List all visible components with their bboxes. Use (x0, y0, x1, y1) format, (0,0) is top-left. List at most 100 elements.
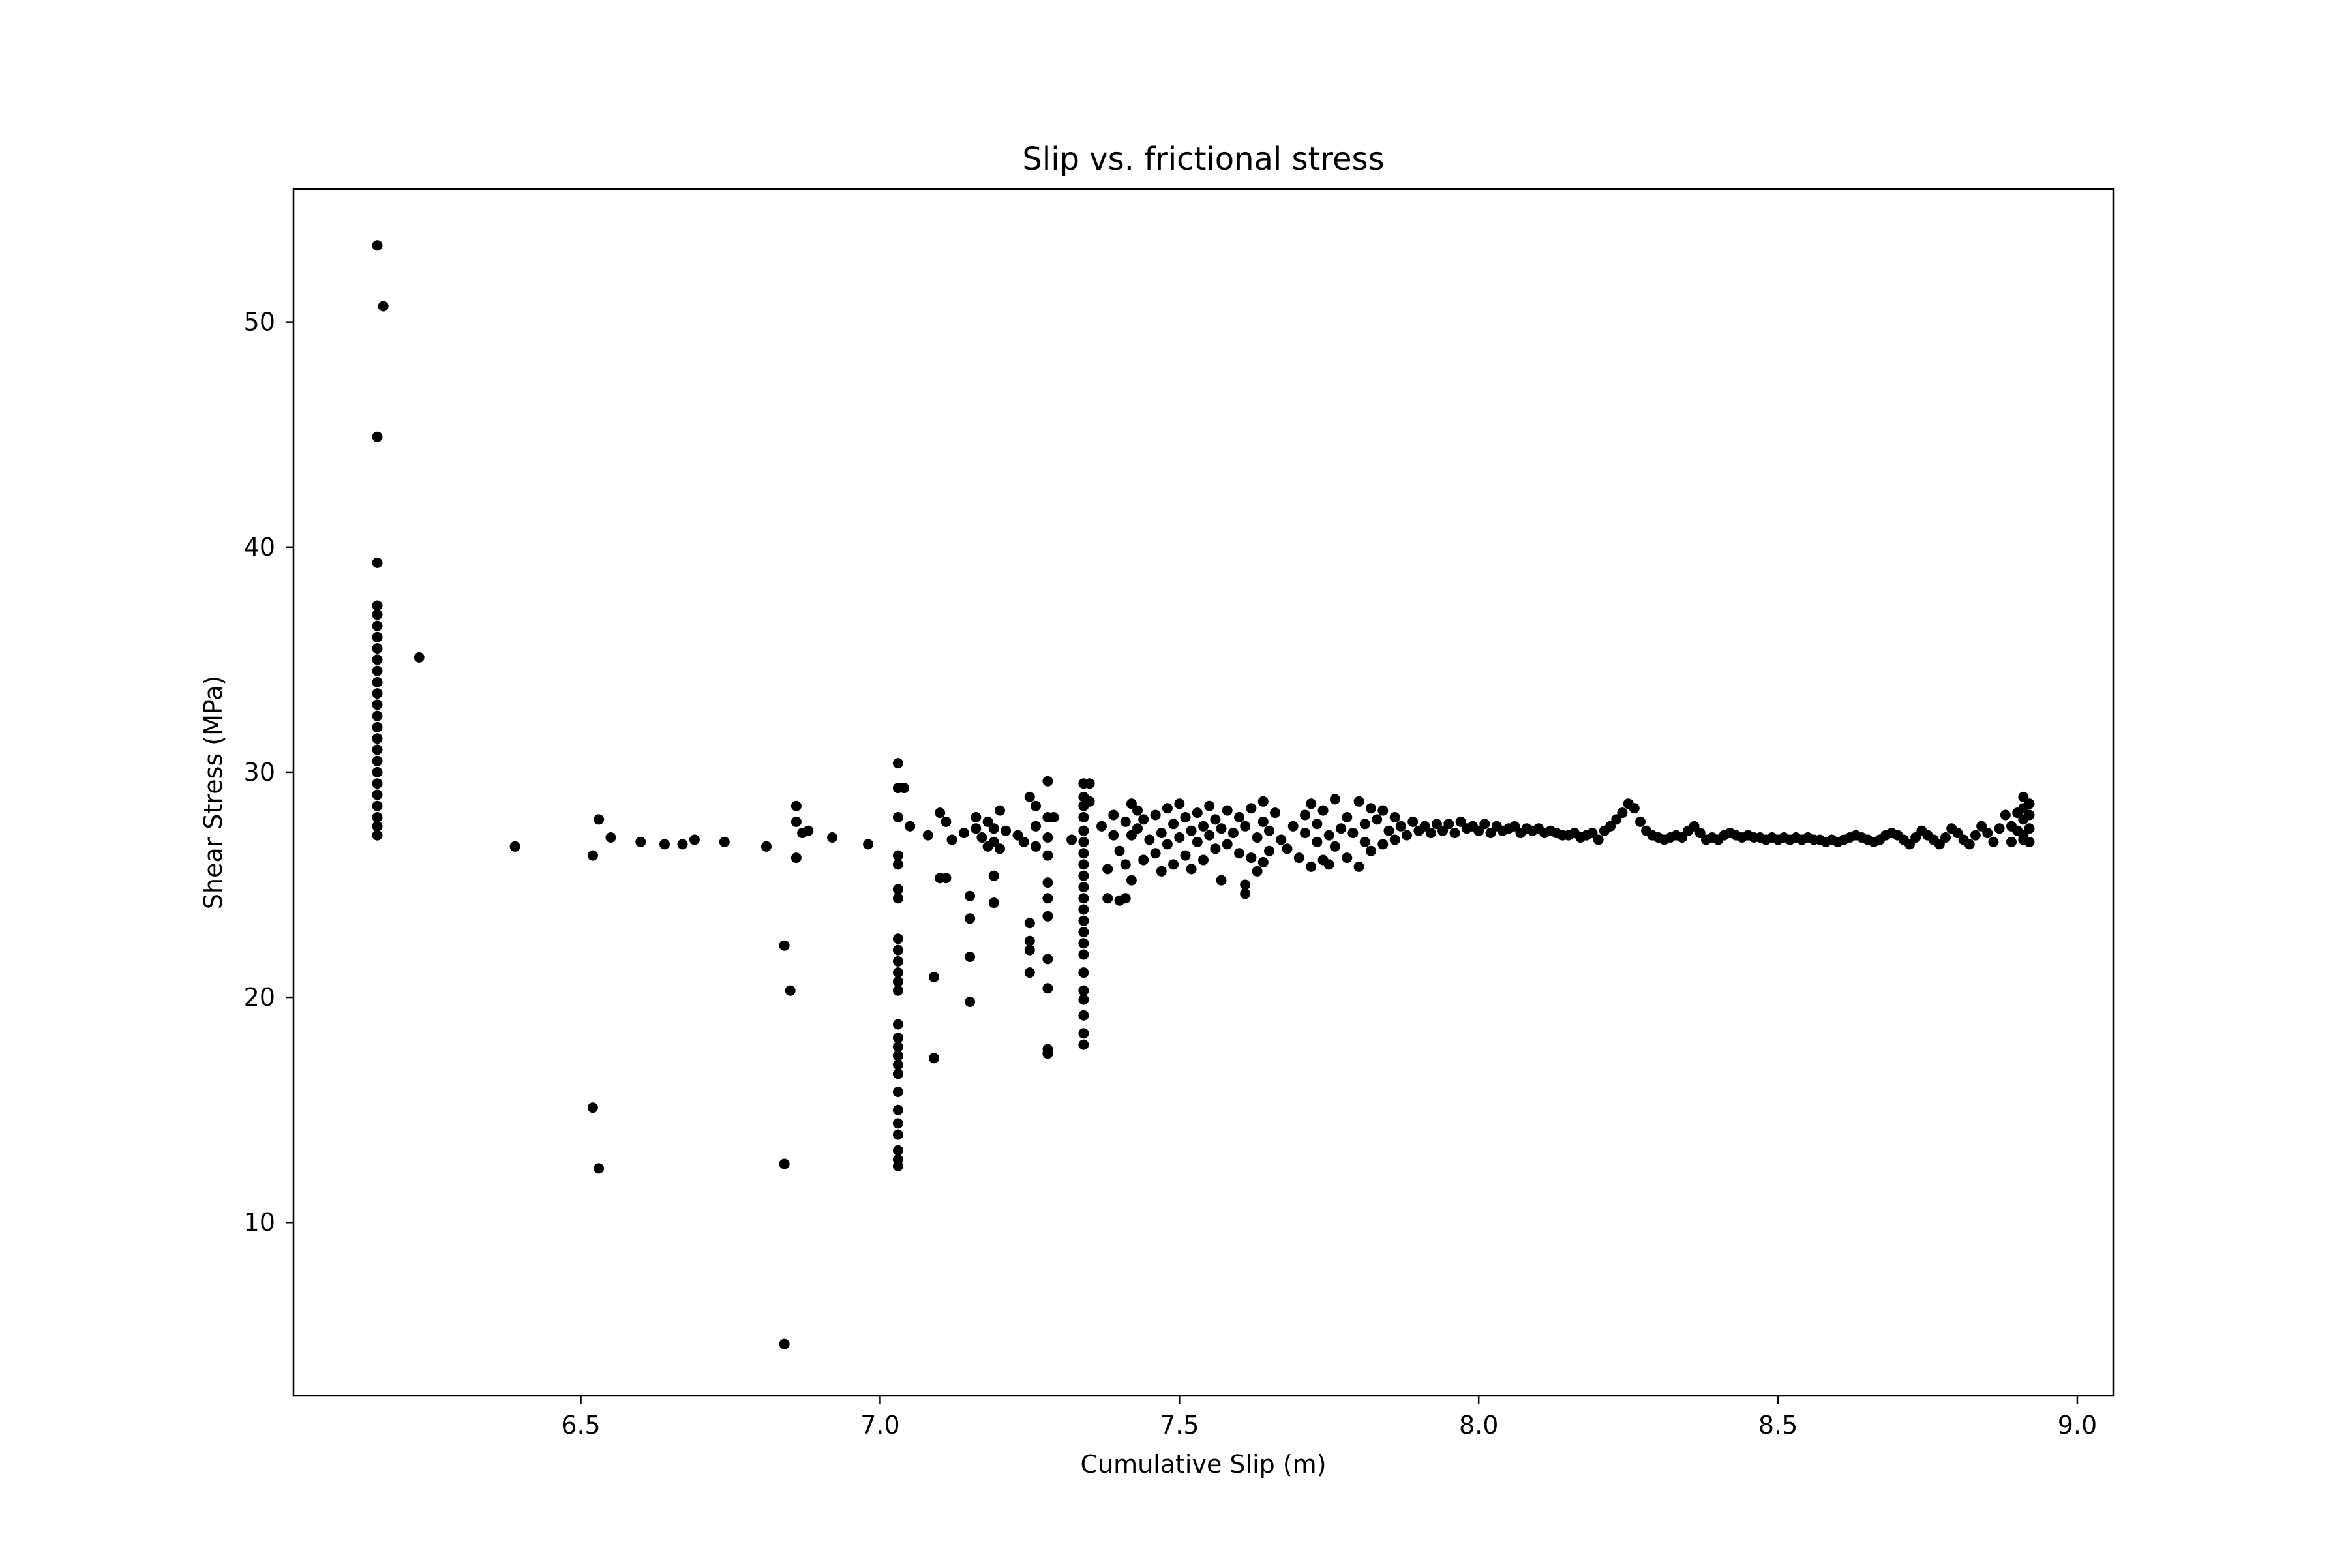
data-point (1257, 816, 1269, 827)
data-point (1312, 819, 1323, 830)
data-point (790, 816, 802, 827)
data-point (785, 985, 796, 996)
data-point (1186, 864, 1197, 875)
data-point (1120, 893, 1131, 904)
data-point (1048, 812, 1059, 822)
data-point (1078, 870, 1089, 881)
data-point (1252, 866, 1263, 877)
data-point (988, 870, 999, 881)
data-point (1066, 834, 1077, 845)
data-point (1150, 848, 1161, 859)
data-point (941, 873, 952, 884)
data-point (1270, 807, 1281, 819)
data-point (1132, 805, 1143, 816)
data-point (779, 1158, 790, 1169)
data-point (941, 816, 952, 827)
data-point (863, 839, 874, 850)
data-point (1312, 836, 1323, 847)
data-point (1964, 839, 1975, 850)
data-point (2024, 798, 2035, 809)
data-point (372, 631, 383, 642)
data-point (790, 852, 802, 864)
data-point (1240, 821, 1251, 832)
data-point (372, 821, 383, 832)
data-point (372, 600, 383, 611)
data-point (372, 643, 383, 654)
data-point (1617, 807, 1628, 819)
data-point (1162, 839, 1173, 850)
data-point (1120, 816, 1131, 827)
data-point (1102, 893, 1113, 904)
data-point (971, 812, 982, 822)
data-point (1353, 861, 1364, 872)
data-point (1120, 859, 1131, 870)
data-point (1024, 944, 1035, 956)
data-point (892, 1050, 903, 1061)
data-point (892, 1129, 903, 1140)
data-point (1425, 828, 1436, 839)
data-point (1677, 832, 1688, 843)
data-point (372, 766, 383, 777)
data-point (587, 850, 598, 861)
data-point (1300, 828, 1310, 839)
x-axis-ticks: 6.5 7.0 7.5 8.0 8.5 9.0 (561, 1396, 2097, 1440)
data-point (509, 841, 520, 852)
data-point (1001, 825, 1012, 836)
data-point (1042, 832, 1053, 843)
data-point (1240, 879, 1251, 890)
data-point (1174, 832, 1185, 843)
data-point (2024, 809, 2035, 821)
data-point (1611, 814, 1622, 825)
data-point (1102, 864, 1113, 875)
data-point (892, 812, 903, 822)
data-point (372, 778, 383, 789)
data-point (1473, 825, 1484, 836)
data-point (1383, 825, 1394, 836)
data-point (1042, 893, 1053, 904)
data-point (761, 841, 772, 852)
data-point (1162, 803, 1173, 814)
data-point (982, 816, 993, 827)
data-point (605, 832, 616, 843)
data-point (1210, 843, 1221, 854)
data-point (1018, 836, 1029, 847)
data-point (1024, 967, 1035, 978)
data-point (2006, 836, 2017, 847)
data-point (1395, 821, 1406, 832)
data-point (1389, 834, 1400, 845)
data-point (935, 807, 946, 819)
data-point (929, 972, 939, 982)
data-point (2018, 791, 2029, 802)
data-point (790, 800, 802, 811)
data-point (1042, 776, 1053, 787)
data-point (1042, 954, 1053, 965)
data-point (1940, 832, 1951, 843)
data-point (892, 976, 903, 987)
data-point (2000, 809, 2011, 821)
x-tick-label: 8.0 (1459, 1411, 1498, 1440)
data-point (689, 834, 700, 845)
data-point (1078, 882, 1089, 892)
data-point (1198, 854, 1209, 866)
data-point (1168, 819, 1179, 830)
data-point (1988, 836, 1999, 847)
data-point (1587, 828, 1598, 839)
data-point (372, 654, 383, 665)
data-point (892, 944, 903, 956)
y-tick-label: 20 (244, 983, 275, 1012)
x-tick-label: 9.0 (2058, 1411, 2097, 1440)
data-point (372, 431, 383, 442)
x-tick-label: 8.5 (1758, 1411, 1798, 1440)
data-point (414, 652, 425, 663)
y-tick-label: 10 (244, 1208, 275, 1237)
data-point (1192, 836, 1203, 847)
data-point (892, 1145, 903, 1156)
data-point (1078, 848, 1089, 859)
data-point (1084, 778, 1095, 789)
data-point (1186, 825, 1197, 836)
data-point (1192, 807, 1203, 819)
data-point (1437, 825, 1449, 836)
data-point (1336, 823, 1347, 834)
data-point (1306, 798, 1317, 809)
data-point (905, 821, 916, 832)
